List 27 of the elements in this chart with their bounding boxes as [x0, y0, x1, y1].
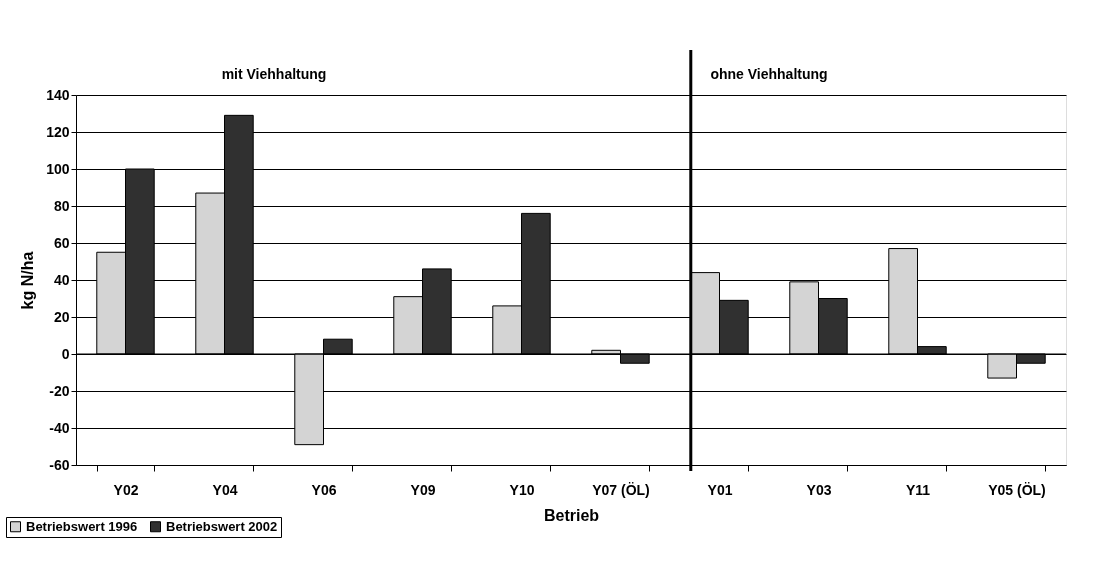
y-tick-label: -60 — [49, 456, 70, 473]
x-tick-label: Y01 — [707, 481, 733, 498]
x-tick-label: Y11 — [905, 481, 931, 498]
y-tick-label: 80 — [53, 197, 70, 214]
x-tick-label: Y07 (ÖL) — [592, 481, 650, 498]
y-axis-title: kg N/ha — [19, 251, 37, 310]
y-tick-label: 20 — [53, 308, 70, 325]
y-tick-label: -40 — [49, 419, 70, 436]
y-tick-label: 60 — [53, 234, 70, 251]
x-axis-title: Betrieb — [543, 506, 600, 524]
legend-label: Betriebswert 2002 — [166, 518, 278, 534]
x-tick-label: Y04 — [212, 481, 238, 498]
y-tick-label: 140 — [46, 86, 70, 103]
text: mit Viehhaltung — [221, 66, 327, 82]
x-tick-label: Y10 — [509, 481, 535, 498]
text: ohne Viehhaltung — [710, 66, 828, 82]
y-tick-label: 40 — [53, 271, 70, 288]
y-tick-label: 100 — [46, 160, 70, 177]
x-tick-label: Y09 — [410, 481, 436, 498]
x-tick-label: Y05 (ÖL) — [988, 481, 1046, 498]
y-tick-label: 0 — [61, 345, 70, 362]
y-tick-label: 120 — [46, 123, 70, 140]
x-tick-label: Y02 — [113, 481, 139, 498]
x-tick-label: Y03 — [806, 481, 832, 498]
x-tick-label: Y06 — [311, 481, 337, 498]
y-tick-label: -20 — [49, 382, 70, 399]
legend-label: Betriebswert 1996 — [26, 518, 138, 534]
